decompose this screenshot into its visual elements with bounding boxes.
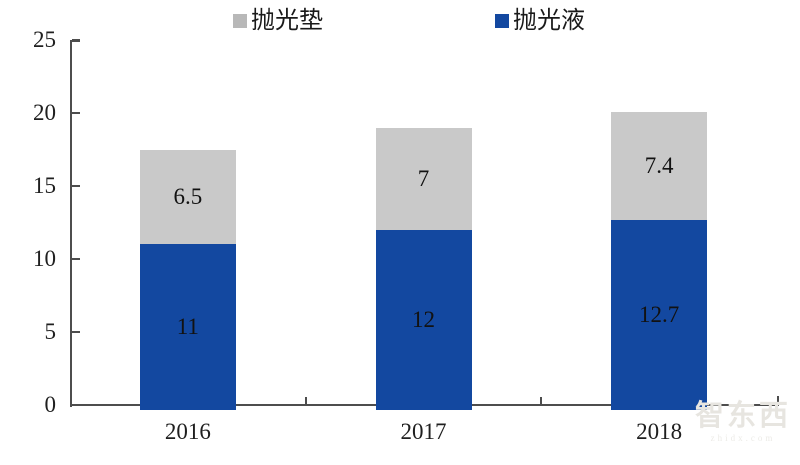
- y-tick-label: 0: [44, 392, 57, 417]
- bar-segment-抛光液-2018: 12.7: [611, 219, 708, 410]
- bar-value-label: 12.7: [639, 301, 680, 327]
- x-category-label: 2016: [164, 419, 211, 444]
- bar-value-label: 7.4: [644, 152, 674, 178]
- y-tick-label: 5: [44, 319, 57, 344]
- bar-segment-抛光垫-2018: 7.4: [611, 111, 708, 220]
- legend-item-polishing-pad: 抛光垫: [233, 6, 323, 36]
- legend-label-polishing-slurry: 抛光液: [513, 8, 585, 34]
- bar-segment-抛光液-2016: 11: [139, 244, 236, 410]
- bar-segment-抛光垫-2017: 7: [375, 127, 472, 230]
- y-tick-label: 15: [33, 173, 56, 198]
- legend-swatch-polishing-slurry-icon: [495, 14, 509, 28]
- y-axis-line: [70, 40, 72, 407]
- x-tick: [540, 397, 543, 404]
- y-tick-label: 25: [33, 27, 56, 52]
- legend-label-polishing-pad: 抛光垫: [251, 8, 323, 34]
- y-tick: [72, 185, 80, 187]
- bar-segment-抛光液-2017: 12: [375, 229, 472, 410]
- bar-value-label: 6.5: [173, 183, 203, 209]
- bar-value-label: 7: [417, 165, 430, 191]
- bar-value-label: 12: [412, 306, 435, 332]
- x-category-label: 2018: [636, 419, 683, 444]
- y-axis-end-tick: [72, 40, 80, 42]
- x-axis-end-tick: [777, 396, 779, 404]
- legend-swatch-polishing-pad-icon: [233, 14, 247, 28]
- x-category-label: 2017: [400, 419, 447, 444]
- y-tick: [72, 112, 80, 114]
- y-tick: [72, 39, 80, 41]
- legend-item-polishing-slurry: 抛光液: [495, 6, 585, 36]
- x-tick: [304, 397, 307, 404]
- bar-segment-抛光垫-2016: 6.5: [139, 149, 236, 245]
- bar-value-label: 11: [176, 314, 199, 340]
- y-tick-label: 10: [33, 246, 56, 271]
- y-tick: [72, 258, 80, 260]
- y-tick: [72, 331, 80, 333]
- y-tick-label: 20: [33, 100, 56, 125]
